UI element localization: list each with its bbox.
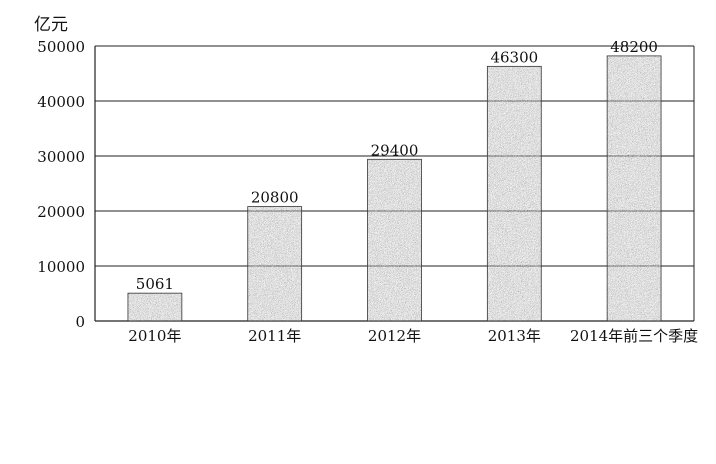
bar [127,293,182,321]
bar-outline [247,206,303,322]
bar-outline [606,55,662,322]
bar [247,206,302,321]
bar [607,55,662,322]
y-tick-label: 20000 [37,203,85,221]
y-tick-label: 40000 [37,93,85,111]
y-tick-label: 10000 [37,258,85,276]
bar-value-label: 20800 [251,189,299,207]
bar-outline [486,65,542,322]
bar [367,159,422,321]
bar-value-label: 29400 [371,141,419,159]
bar-outline [367,158,422,322]
data-labels: 5061 20800 29400 46300 48200 [136,38,658,293]
bar-value-label: 48200 [610,38,658,56]
bar-value-label: 5061 [136,275,174,293]
bar-value-label: 46300 [490,48,538,66]
bar-group [127,292,183,322]
y-tick-label: 0 [75,313,85,331]
x-axis-ticks: 2010年 2011年 2012年 2013年 2014年前三个季度 [128,327,698,345]
bar-group [367,158,422,322]
bar-group [606,55,662,322]
x-tick-label: 2011年 [248,327,301,345]
y-axis-unit-label: 亿元 [34,15,68,35]
x-tick-label: 2013年 [488,327,541,345]
y-tick-label: 30000 [37,148,85,166]
gridlines [95,45,694,267]
x-tick-label: 2010年 [128,327,181,345]
bar [487,66,542,321]
y-tick-label: 50000 [37,38,85,56]
x-tick-label: 2014年前三个季度 [570,327,698,345]
bars [127,55,662,322]
bar-outline [127,292,183,322]
bar-group [247,206,303,322]
bar-group [486,65,542,322]
x-tick-label: 2012年 [368,327,421,345]
y-axis-ticks: 0 10000 20000 30000 40000 50000 [37,38,85,331]
